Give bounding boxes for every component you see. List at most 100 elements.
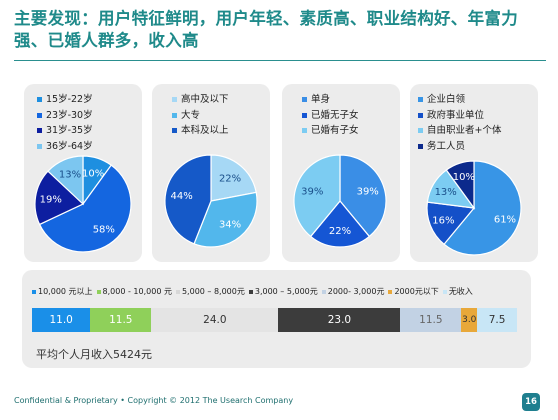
page-number: 16 [522,393,540,411]
legend-item: 2000元以下 [388,286,439,297]
legend-label: 5,000 – 8,000元 [181,287,245,296]
slice-label: 22% [219,173,241,184]
legend-swatch [37,128,42,134]
occupation-panel: 企业白领 政府事业单位 自由职业者+个体 务工人员 61% 16% 13% 10% [410,84,538,262]
average-income: 平均个人月收入5424元 [36,348,152,361]
slice-label: 10% [82,168,104,179]
legend-item: 高中及以下 [172,92,229,108]
bar-segment: 11.0 [32,308,91,332]
legend-swatch [32,289,36,294]
bar-segment: 3.0 [461,308,478,332]
marital-legend: 单身 已婚无子女 已婚有子女 [302,92,359,139]
legend-label: 政府事业单位 [427,109,485,121]
bar-segment: 7.5 [477,308,517,332]
education-legend: 高中及以下 大专 本科及以上 [172,92,229,139]
bar-segment-label: 24.0 [203,314,227,326]
pie-slice [339,154,387,238]
legend-label: 3,000 – 5,000元 [254,287,318,296]
income-stacked-bar: 11.0 11.5 24.0 23.0 11.5 3.0 7.5 [32,308,517,332]
pie-slice [210,154,257,202]
legend-swatch [442,289,447,294]
legend-label: 10,000 元以上 [38,287,93,296]
pie-slice [445,160,475,210]
footer-copyright: Confidential & Proprietary • Copyright ©… [14,396,294,405]
income-legend: 10,000 元以上 8,000 - 10,000 元 5,000 – 8,00… [32,286,527,297]
bar-segment-label: 11.0 [49,314,73,326]
slice-label: 16% [432,216,454,227]
legend-swatch [248,289,253,294]
bar-segment-label: 7.5 [488,314,506,326]
legend-item: 无收入 [442,286,473,297]
legend-swatch [302,112,307,118]
bar-segment: 23.0 [278,308,401,332]
legend-swatch [172,112,177,118]
legend-item: 本科及以上 [172,123,229,139]
legend-swatch [175,289,180,294]
legend-swatch [321,289,326,294]
legend-item: 已婚有子女 [302,123,359,139]
legend-swatch [37,143,42,149]
bar-segment: 11.5 [400,308,462,332]
pie-slice [309,200,371,248]
bar-segment-label: 11.5 [419,314,443,326]
legend-label: 本科及以上 [181,125,229,136]
legend-item: 大专 [172,108,229,124]
slice-label: 39% [357,187,379,198]
legend-item: 5,000 – 8,000元 [175,286,245,297]
pie-slice [47,155,84,206]
slice-label: 13% [435,187,457,198]
pie-slice [293,154,341,238]
pie-slice [34,170,85,226]
bar-segment-label: 3.0 [462,315,477,325]
slice-label: 10% [453,172,475,183]
legend-swatch [37,112,42,118]
legend-label: 单身 [311,94,331,105]
legend-swatch [418,143,423,149]
legend-item: 10,000 元以上 [32,286,93,297]
pie-slice [443,160,522,256]
legend-item: 自由职业者+个体 [418,123,501,139]
age-legend: 15岁-22岁 23岁-30岁 31岁-35岁 36岁-64岁 [37,92,93,154]
pie-slice [38,164,132,253]
legend-label: 23岁-30岁 [46,109,93,121]
legend-label: 务工人员 [427,140,466,152]
pie-slice [193,191,258,248]
legend-item: 单身 [302,92,359,108]
legend-item: 31岁-35岁 [37,123,93,139]
legend-label: 高中及以下 [181,94,229,105]
legend-item: 8,000 - 10,000 元 [96,286,172,297]
page-title: 主要发现：用户特征鲜明，用户年轻、素质高、职业结构好、年富力强、已婚人群多，收入… [14,9,518,50]
slice-label: 19% [40,194,62,205]
slice-label: 34% [219,220,241,231]
bar-segment: 11.5 [90,308,152,332]
legend-item: 务工人员 [418,139,501,155]
legend-item: 政府事业单位 [418,108,501,124]
legend-swatch [172,97,177,103]
legend-item: 企业白领 [418,92,501,108]
legend-item: 15岁-22岁 [37,92,93,108]
legend-label: 无收入 [448,287,473,296]
legend-label: 36岁-64岁 [46,140,93,152]
marital-panel: 单身 已婚无子女 已婚有子女 39% 22% 39% [282,84,400,262]
title-rule [14,60,546,61]
pie-slice [426,201,476,246]
legend-swatch [302,97,307,103]
legend-label: 2000元以下 [394,287,439,296]
occupation-legend: 企业白领 政府事业单位 自由职业者+个体 务工人员 [418,92,501,154]
legend-label: 企业白领 [427,94,466,105]
education-panel: 高中及以下 大专 本科及以上 22% 34% 44% [152,84,270,262]
legend-swatch [418,128,423,134]
legend-label: 自由职业者+个体 [427,125,502,136]
slice-label: 22% [329,226,351,237]
legend-item: 36岁-64岁 [37,139,93,155]
slice-label: 44% [171,191,193,202]
legend-label: 大专 [181,109,201,121]
age-panel: 15岁-22岁 23岁-30岁 31岁-35岁 36岁-64岁 10% 58% 19… [24,84,142,262]
legend-label: 已婚有子女 [311,125,359,136]
education-pie: 22% 34% 44% [164,154,258,248]
legend-item: 23岁-30岁 [37,108,93,124]
legend-item: 2000- 3,000元 [321,286,384,297]
legend-item: 已婚无子女 [302,108,359,124]
legend-label: 已婚无子女 [311,109,359,121]
legend-swatch [172,128,177,134]
